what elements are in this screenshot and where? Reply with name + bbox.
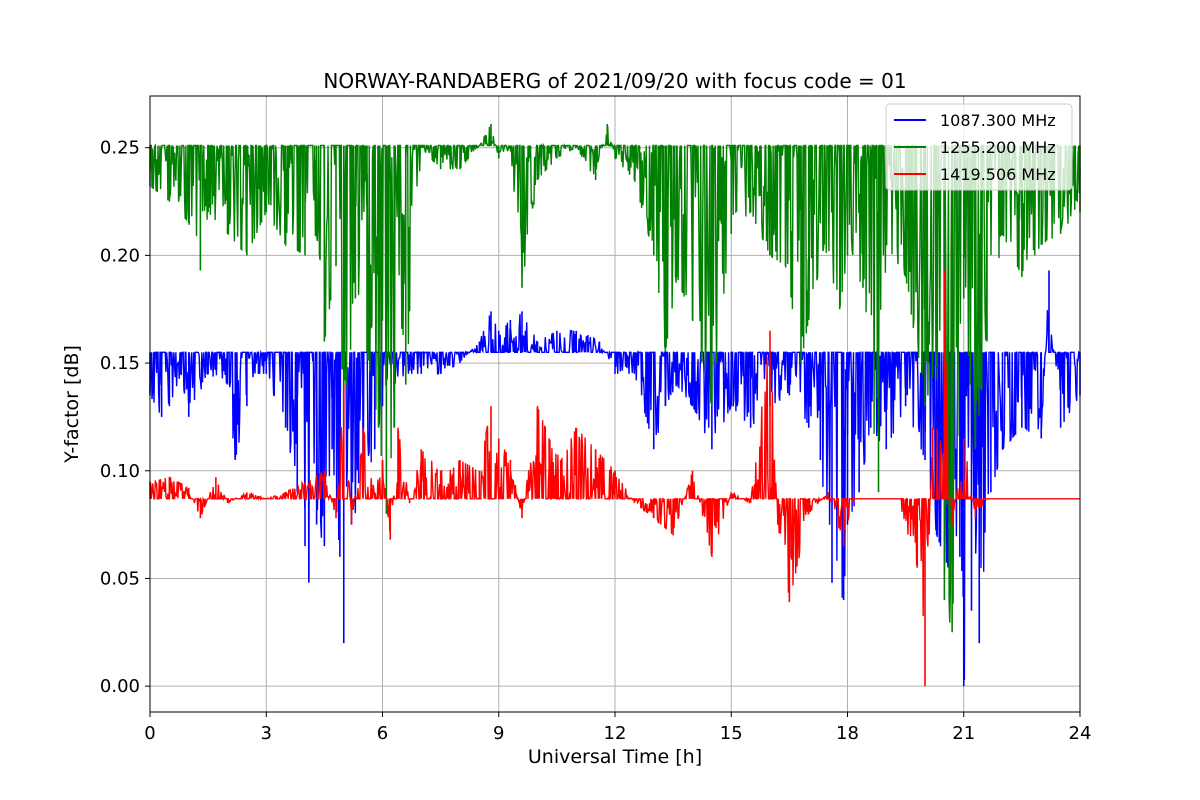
- x-tick-label: 12: [604, 723, 627, 744]
- y-tick-label: 0.25: [100, 138, 140, 159]
- legend-label: 1087.300 MHz: [940, 111, 1056, 130]
- legend-label: 1255.200 MHz: [940, 138, 1056, 157]
- legend-box: [885, 103, 1073, 191]
- y-tick-label: 0.15: [100, 353, 140, 374]
- series-layer: [149, 124, 1081, 687]
- y-tick-label: 0.00: [100, 676, 140, 697]
- x-tick-label: 24: [1069, 723, 1092, 744]
- legend: 1087.300 MHz 1255.200 MHz 1419.506 MHz: [885, 103, 1073, 191]
- y-tick-label: 0.20: [100, 245, 140, 266]
- series-1: [149, 124, 1081, 633]
- x-tick-label: 15: [720, 723, 743, 744]
- y-tick-label: 0.10: [100, 461, 140, 482]
- tick-layer: 0 3 6 9 12 15 18 21 24 0.00 0.05 0.10 0.15 0.20 0.25: [100, 138, 1092, 744]
- x-tick-label: 6: [377, 723, 388, 744]
- y-axis-label: Y-factor [dB]: [61, 345, 83, 464]
- x-tick-label: 21: [952, 723, 975, 744]
- legend-label: 1419.506 MHz: [940, 165, 1056, 184]
- x-tick-label: 9: [493, 723, 504, 744]
- y-tick-label: 0.05: [100, 568, 140, 589]
- x-axis-label: Universal Time [h]: [528, 746, 702, 768]
- x-tick-label: 0: [144, 723, 155, 744]
- x-tick-label: 18: [836, 723, 859, 744]
- x-tick-label: 3: [261, 723, 272, 744]
- series-2: [149, 270, 1080, 687]
- chart-title: NORWAY-RANDABERG of 2021/09/20 with focu…: [323, 69, 906, 93]
